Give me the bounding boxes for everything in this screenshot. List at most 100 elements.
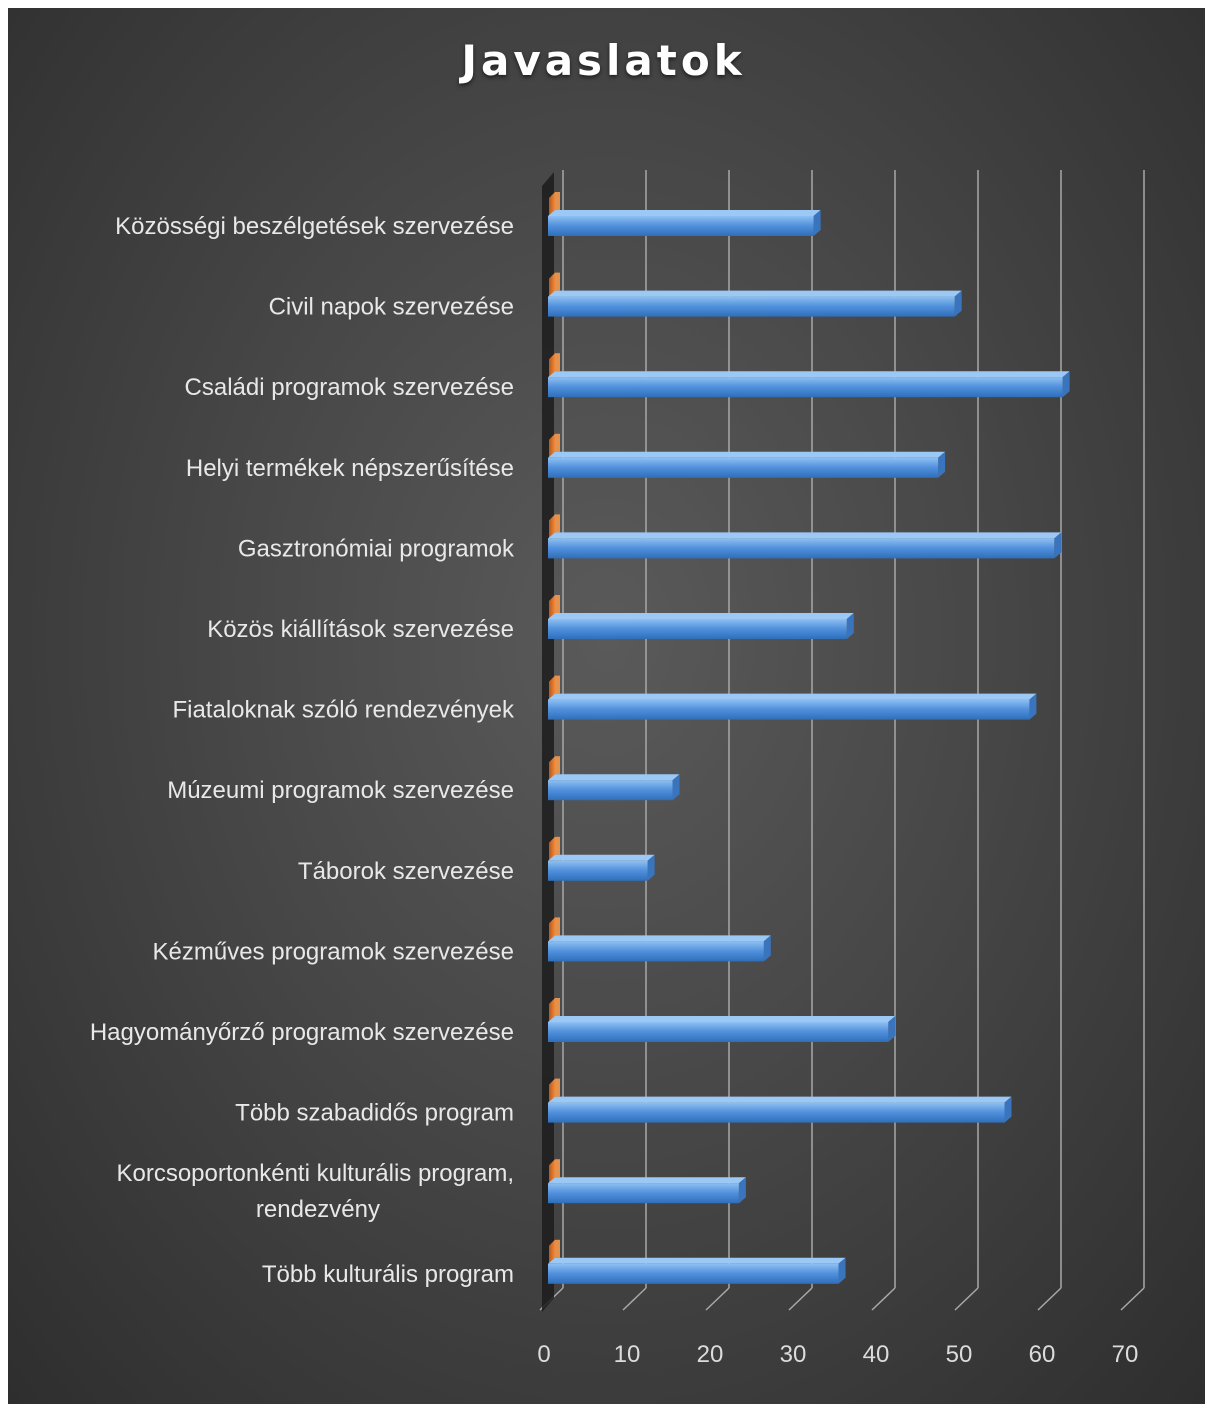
bar-orange: [549, 998, 555, 1022]
bar-blue-side: [672, 774, 680, 801]
bar-orange: [549, 1159, 555, 1184]
bar-blue: [548, 538, 1055, 559]
category-label: Civil napok szervezése: [269, 294, 514, 321]
category-label: Gasztronómiai programok: [238, 535, 515, 562]
axis-wall: [542, 172, 554, 1312]
bar-blue-side: [954, 290, 962, 317]
bar-blue: [548, 860, 648, 881]
category-labels: Közösségi beszélgetések szervezése Civil …: [90, 213, 515, 1288]
category-label-line: Korcsoportonkénti kulturális program,: [116, 1160, 514, 1187]
bar-blue-side: [1062, 371, 1070, 398]
bar-blue: [548, 296, 955, 317]
bar-blue-top: [548, 613, 854, 619]
bar-orange-top: [555, 433, 560, 452]
x-tick-labels: 0 10 20 30 40 50 60 70: [537, 1341, 1138, 1368]
category-label-line: rendezvény: [256, 1196, 380, 1223]
bar-orange: [549, 1239, 555, 1264]
gridline-floor: [622, 1287, 647, 1311]
bar-orange-top: [555, 998, 560, 1016]
bar-orange: [549, 756, 555, 781]
bar-blue-top: [548, 935, 771, 942]
bar-orange-top: [555, 353, 560, 372]
category-label: Korcsoportonkénti kulturális program, ren…: [116, 1160, 514, 1223]
bar-blue-top: [548, 774, 680, 781]
bar-blue-side: [738, 1177, 746, 1204]
bar-orange: [549, 917, 555, 942]
bar-orange-top: [555, 272, 560, 291]
bar-blue-side: [647, 854, 655, 881]
bar-blue-side: [763, 935, 771, 962]
gridline-floor: [1120, 1287, 1145, 1311]
bar-orange: [549, 595, 555, 619]
bar-orange-top: [555, 192, 560, 210]
bar-blue: [548, 699, 1030, 720]
bar-blue-top: [548, 210, 821, 216]
bar-blue-side: [846, 613, 854, 639]
x-tick-label: 20: [697, 1341, 724, 1368]
category-label: Helyi termékek népszerűsítése: [186, 455, 514, 482]
bar-orange-top: [555, 595, 560, 613]
x-tick-label: 50: [946, 1341, 973, 1368]
bar-blue: [548, 941, 764, 962]
gridline-floor: [1037, 1287, 1062, 1311]
bars: [548, 192, 1070, 1284]
bar-orange: [549, 353, 555, 378]
bar-blue-top: [548, 854, 655, 861]
gridline-floor: [705, 1287, 730, 1311]
bar-blue-side: [1054, 532, 1062, 559]
x-tick-label: 60: [1029, 1341, 1056, 1368]
bar-orange: [549, 1078, 555, 1103]
bar-blue: [548, 1263, 839, 1284]
bar-orange-top: [555, 836, 560, 855]
bar-blue: [548, 457, 939, 478]
bar-blue-side: [938, 451, 946, 478]
bar-blue-side: [1004, 1096, 1012, 1123]
bar-blue-top: [548, 1257, 846, 1264]
axis-wall-panel: [542, 172, 554, 1312]
x-tick-label: 0: [537, 1341, 550, 1368]
x-tick-label: 30: [780, 1341, 807, 1368]
bar-blue-side: [838, 1257, 846, 1284]
bar-blue-top: [548, 371, 1070, 378]
bar-blue: [548, 780, 673, 801]
bar-orange-top: [555, 1078, 560, 1097]
category-label: Fiataloknak szóló rendezvények: [172, 697, 515, 724]
bar-blue-top: [548, 532, 1062, 539]
category-label: Kézműves programok szervezése: [153, 938, 514, 965]
category-label: Táborok szervezése: [298, 858, 514, 885]
chart-title: Javaslatok: [461, 36, 746, 85]
bar-orange-top: [555, 514, 560, 533]
bar-blue-side: [813, 210, 821, 236]
gridline-floor: [954, 1287, 979, 1311]
bar-blue-top: [548, 1177, 746, 1184]
bar-blue: [548, 377, 1063, 398]
bar-blue-top: [548, 693, 1037, 700]
bar-blue: [548, 1022, 889, 1042]
bar-orange: [549, 675, 555, 700]
category-label: Több kulturális program: [262, 1261, 514, 1288]
bar-orange-top: [555, 756, 560, 775]
bar-orange-top: [555, 1239, 560, 1258]
category-label: Közösségi beszélgetések szervezése: [115, 213, 514, 240]
bar-blue-side: [888, 1016, 896, 1042]
category-label: Hagyományőrző programok szervezése: [90, 1019, 514, 1046]
category-label: Családi programok szervezése: [185, 374, 514, 401]
x-tick-label: 40: [863, 1341, 890, 1368]
bar-orange-top: [555, 1159, 560, 1178]
bar-blue-side: [1029, 693, 1037, 720]
bar-blue: [548, 619, 847, 639]
bar-orange: [549, 514, 555, 539]
bar-blue: [548, 216, 814, 236]
category-label: Múzeumi programok szervezése: [167, 777, 514, 804]
x-tick-label: 10: [614, 1341, 641, 1368]
gridline-floor: [788, 1287, 813, 1311]
bar-blue-top: [548, 1016, 896, 1022]
bar-orange: [549, 433, 555, 458]
bar-blue: [548, 1102, 1005, 1123]
bar-orange: [549, 272, 555, 297]
bar-orange-top: [555, 675, 560, 694]
category-label: Közös kiállítások szervezése: [207, 616, 514, 643]
bar-blue: [548, 1183, 739, 1204]
gridline-floor: [871, 1287, 896, 1311]
bar-orange: [549, 836, 555, 861]
